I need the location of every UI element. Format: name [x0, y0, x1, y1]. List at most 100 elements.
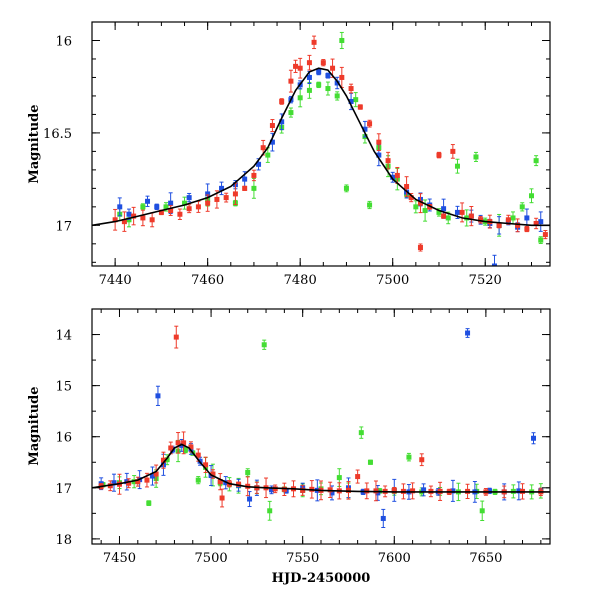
data-point-green [445, 215, 451, 221]
data-point-red [195, 452, 201, 458]
data-point-red [478, 217, 484, 223]
data-point-blue [325, 73, 331, 79]
data-point-red [121, 219, 127, 225]
data-point-green [316, 82, 322, 88]
data-point-red [186, 206, 192, 212]
top-panel-frame [91, 21, 551, 267]
data-point-red [281, 486, 287, 492]
data-point-green [422, 208, 428, 214]
data-point-blue [531, 435, 537, 441]
data-point-green [182, 200, 188, 206]
data-point-blue [491, 263, 497, 266]
data-point-red [160, 457, 166, 463]
x-tick-label: 7520 [469, 273, 502, 288]
data-point-red [468, 213, 474, 219]
data-point-red [126, 480, 132, 486]
data-point-green [454, 163, 460, 169]
data-point-red [436, 152, 442, 158]
data-point-blue [247, 496, 253, 502]
x-tick-label: 7500 [195, 551, 228, 566]
data-point-green [367, 459, 373, 465]
data-point-blue [269, 139, 275, 145]
data-point-red [140, 215, 146, 221]
data-point-red [188, 444, 194, 450]
y-tick-label: 16 [55, 34, 72, 49]
data-point-blue [179, 442, 185, 448]
top-panel-ylabel: Magnitude [27, 104, 42, 183]
bottom-panel-ticks: 7450 7500 7550 7600 7650 14 15 16 17 18 [55, 308, 550, 566]
data-point-red [236, 481, 242, 487]
data-point-red [419, 457, 425, 463]
data-point-red [251, 172, 257, 178]
data-point-red [242, 185, 248, 191]
data-point-red [173, 334, 179, 340]
data-point-red [410, 488, 416, 494]
data-point-blue [117, 204, 123, 210]
data-point-green [367, 202, 373, 208]
data-point-red [232, 191, 238, 197]
bottom-panel-xlabel: HJD-2450000 [272, 571, 371, 586]
data-point-red [168, 208, 174, 214]
data-point-blue [376, 152, 382, 158]
data-point-red [306, 60, 312, 66]
data-point-blue [538, 219, 544, 225]
data-point-red [260, 145, 266, 151]
data-point-red [327, 487, 333, 493]
data-point-green [267, 508, 273, 514]
data-point-blue [390, 174, 396, 180]
data-point-green [479, 508, 485, 514]
data-point-red [459, 209, 465, 215]
data-point-green [339, 37, 345, 43]
data-point-green [288, 110, 294, 116]
data-point-blue [154, 204, 160, 210]
data-point-red [524, 226, 530, 232]
data-point-red [385, 158, 391, 164]
data-point-red [339, 74, 345, 80]
data-point-blue [126, 211, 132, 217]
data-point-blue [362, 126, 368, 132]
data-point-green [358, 430, 364, 436]
data-point-red [203, 462, 209, 468]
data-point-green [406, 454, 412, 460]
data-point-red [158, 209, 164, 215]
data-point-red [515, 222, 521, 228]
top-panel-ticks: 7440 7460 7480 7500 7520 16 16.5 17 [43, 21, 550, 288]
data-point-blue [168, 200, 174, 206]
data-point-green [325, 86, 331, 92]
top-panel: 7440 7460 7480 7500 7520 16 16.5 17 Magnitude [27, 21, 551, 288]
data-point-blue [329, 490, 335, 496]
data-point-red [112, 217, 118, 223]
data-point-red [153, 471, 159, 477]
x-tick-label: 7500 [376, 273, 409, 288]
data-point-blue [421, 487, 427, 493]
bottom-panel-ylabel: Magnitude [27, 386, 42, 465]
data-point-red [357, 104, 363, 110]
data-point-green [131, 479, 137, 485]
data-point-red [348, 86, 354, 92]
data-point-red [168, 445, 174, 451]
data-point-red [293, 63, 299, 69]
data-point-blue [348, 98, 354, 104]
data-point-blue [316, 69, 322, 75]
top-panel-data [92, 31, 550, 266]
data-point-green [261, 342, 267, 348]
data-point-red [210, 471, 216, 477]
data-point-red [279, 98, 285, 104]
data-point-green [164, 457, 170, 463]
data-point-green [297, 95, 303, 101]
data-point-red [223, 195, 229, 201]
data-point-green [336, 475, 342, 481]
x-tick-label: 7450 [103, 551, 136, 566]
data-point-blue [516, 488, 522, 494]
model-curve [92, 443, 550, 493]
x-tick-label: 7440 [99, 273, 132, 288]
y-tick-label: 17 [55, 219, 72, 234]
x-tick-label: 7550 [286, 551, 319, 566]
data-point-green [163, 204, 169, 210]
x-tick-label: 7480 [284, 273, 317, 288]
data-point-red [417, 245, 423, 251]
data-point-red [441, 213, 447, 219]
data-point-red [181, 440, 187, 446]
data-point-red [320, 60, 326, 66]
